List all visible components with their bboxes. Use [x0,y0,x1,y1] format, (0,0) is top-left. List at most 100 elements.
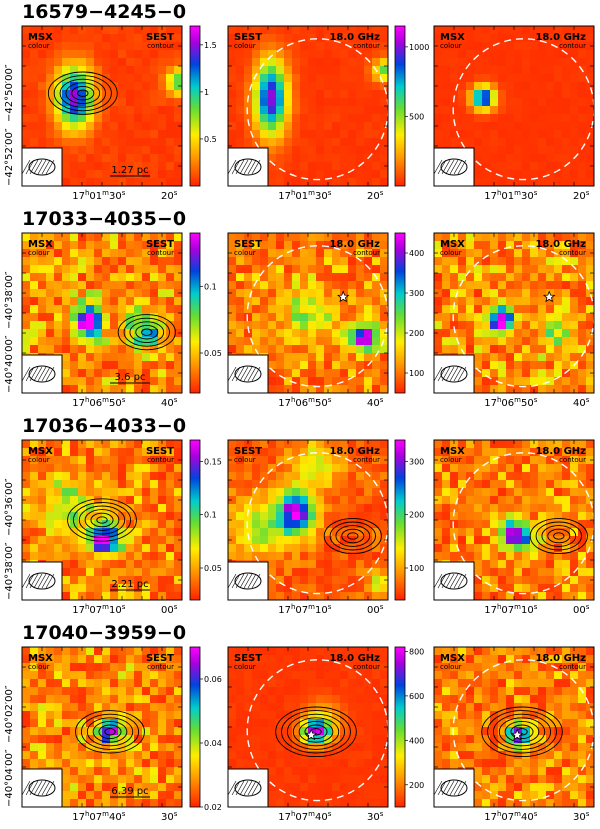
image-pixel [442,74,451,83]
image-pixel [158,122,167,131]
image-pixel [316,82,325,91]
image-pixel [252,751,261,760]
image-pixel [356,265,365,274]
image-pixel [236,233,245,242]
image-pixel [380,759,389,768]
image-pixel [94,655,103,664]
image-pixel [38,297,47,306]
image-pixel [134,799,143,808]
image-pixel [142,305,151,314]
image-pixel [442,337,451,346]
image-pixel [316,448,325,457]
image-pixel [450,464,459,473]
image-pixel [364,743,373,752]
image-pixel [578,257,587,266]
image-pixel [94,369,103,378]
image-pixel [228,321,237,330]
image-pixel [522,26,531,35]
image-pixel [546,273,555,282]
image-pixel [316,544,325,553]
image-pixel [94,783,103,792]
image-pixel [110,74,119,83]
image-pixel [166,647,175,656]
image-pixel [292,369,301,378]
image-pixel [380,146,389,155]
ra-tick-label: 40s [367,396,384,409]
panel-left-label: SEST [234,239,262,250]
image-pixel [260,528,269,537]
image-pixel [94,58,103,67]
colorbar-tick-label: 300 [409,289,424,298]
image-pixel [94,799,103,808]
image-pixel [62,592,71,601]
panel-right-label: SEST [146,446,174,457]
image-pixel [332,321,341,330]
image-pixel [174,671,183,680]
image-pixel [506,480,515,489]
image-pixel [340,759,349,768]
image-pixel [70,170,79,179]
image-pixel [554,369,563,378]
image-pixel [158,480,167,489]
image-pixel [78,42,87,51]
image-pixel [78,345,87,354]
image-pixel [546,162,555,171]
image-pixel [380,799,389,808]
image-pixel [86,337,95,346]
image-pixel [110,273,119,282]
image-pixel [236,456,245,465]
image-pixel [490,50,499,59]
image-pixel [110,440,119,449]
image-pixel [150,568,159,577]
image-pixel [158,305,167,314]
beam-hatch [453,159,463,175]
image-pixel [86,385,95,394]
image-pixel [102,114,111,123]
image-pixel [102,663,111,672]
image-pixel [78,90,87,99]
image-pixel [308,82,317,91]
image-pixel [514,82,523,91]
image-pixel [332,568,341,577]
image-pixel [244,695,253,704]
image-pixel [142,233,151,242]
image-pixel [348,767,357,776]
image-pixel [236,727,245,736]
image-pixel [380,592,389,601]
image-pixel [292,233,301,242]
image-pixel [570,289,579,298]
image-pixel [260,440,269,449]
image-pixel [434,50,443,59]
colorbar-tick-label: 100 [409,369,424,378]
ra-tick-label: 17h06m50s [278,396,331,409]
image-pixel [546,305,555,314]
image-pixel [364,233,373,242]
image-pixel [276,791,285,800]
image-pixel [522,568,531,577]
image-pixel [118,504,127,513]
image-pixel [522,345,531,354]
image-pixel [284,154,293,163]
image-pixel [228,34,237,43]
image-pixel [546,98,555,107]
image-pixel [340,560,349,569]
image-pixel [356,719,365,728]
image-pixel [570,472,579,481]
image-pixel [554,536,563,545]
image-pixel [134,178,143,187]
image-pixel [22,464,31,473]
image-pixel [166,727,175,736]
image-pixel [236,130,245,139]
image-pixel [284,249,293,258]
image-pixel [514,536,523,545]
image-pixel [316,305,325,314]
image-pixel [174,448,183,457]
image-pixel [236,743,245,752]
image-pixel [86,273,95,282]
image-pixel [174,34,183,43]
image-pixel [316,265,325,274]
image-pixel [498,154,507,163]
image-pixel [94,249,103,258]
image-pixel [356,337,365,346]
image-pixel [324,130,333,139]
